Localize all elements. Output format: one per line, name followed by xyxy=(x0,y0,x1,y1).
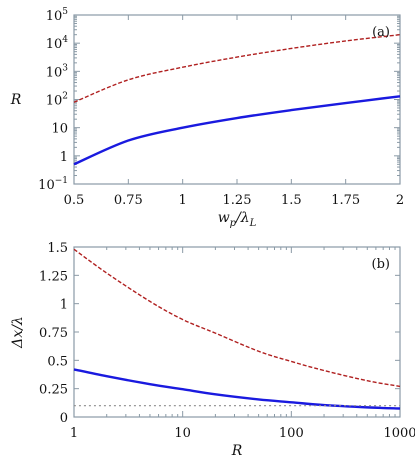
panel-b-ticks xyxy=(73,246,401,418)
panel-a-y-tick-label: 10 xyxy=(51,122,68,137)
panel-a-y-tick-label: 105 xyxy=(46,7,69,24)
panel-b-y-axis-label: Δx/λ xyxy=(10,316,26,349)
panel-a-y-tick-label: 1 xyxy=(60,150,68,165)
panel-b-y-tick-label: 0.75 xyxy=(39,326,68,341)
panel-b-tick-labels: 1 10 100 1000 0 0.25 0.5 0.75 1 1.25 1.5 xyxy=(39,241,415,441)
panel-a-series xyxy=(73,33,401,166)
panel-b-x-tick-label: 1 xyxy=(70,426,78,441)
panel-a-y-tick-label: 102 xyxy=(46,92,68,109)
panel-a-tick-labels: 0.5 0.75 1 1.25 1.5 1.75 2 10−1 1 10 102 103 104 105 xyxy=(38,7,404,208)
panel-a-x-tick-label: 1.25 xyxy=(223,193,252,208)
panel-b-series xyxy=(73,248,401,410)
panel-a-y-tick-label: 103 xyxy=(46,63,69,80)
panel-a-y-tick-label: 10−1 xyxy=(38,176,68,193)
panel-b-x-tick-label: 10 xyxy=(174,426,191,441)
panel-a-x-tick-label: 1.75 xyxy=(331,193,360,208)
panel-a-x-tick-label: 1 xyxy=(179,193,187,208)
panel-b-y-tick-label: 0 xyxy=(60,411,68,426)
panel-b-y-tick-label: 0.25 xyxy=(39,383,68,398)
panel-a-series-solid xyxy=(73,95,401,166)
panel-b-series-solid xyxy=(73,368,401,410)
panel-a-x-tick-label: 2 xyxy=(396,193,404,208)
panel-b-y-tick-label: 1 xyxy=(60,298,68,313)
panel-b-frame xyxy=(73,246,401,418)
panel-b-x-tick-label: 100 xyxy=(279,426,304,441)
panel-b-series-dashed xyxy=(73,248,401,388)
panel-a-series-dashed xyxy=(73,33,401,103)
panel-a-x-tick-label: 1.5 xyxy=(281,193,302,208)
panel-b-label: (b) xyxy=(372,257,390,272)
panel-a-x-axis-label: wp/λL xyxy=(218,210,257,229)
panel-a-ticks xyxy=(73,14,401,185)
panel-a-x-tick-label: 0.5 xyxy=(64,193,85,208)
panel-a: 0.5 0.75 1 1.25 1.5 1.75 210−1110102103104105 … xyxy=(10,7,404,229)
panel-b: 1 10 100 1000 0 0.25 0.5 0.75 1 1.25 1.5 (b) R Δx/… xyxy=(10,241,415,459)
panel-a-label: (a) xyxy=(372,25,390,40)
panel-a-y-tick-label: 104 xyxy=(46,35,69,52)
panel-b-x-axis-label: R xyxy=(231,443,243,459)
panel-a-y-axis-label: R xyxy=(10,92,22,108)
panel-b-y-tick-label: 0.5 xyxy=(47,354,68,369)
panel-b-y-tick-label: 1.25 xyxy=(39,269,68,284)
panel-a-x-tick-label: 0.75 xyxy=(114,193,143,208)
panel-b-x-tick-label: 1000 xyxy=(383,426,415,441)
panel-b-y-tick-label: 1.5 xyxy=(47,241,68,256)
